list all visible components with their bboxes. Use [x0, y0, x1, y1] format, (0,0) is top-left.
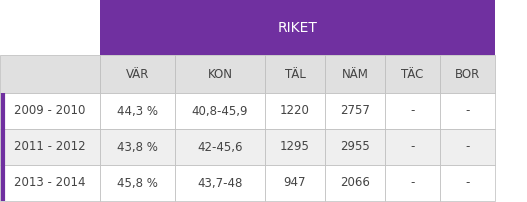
Text: TÄC: TÄC — [402, 67, 424, 81]
Text: RIKET: RIKET — [278, 20, 317, 35]
Bar — [0, 93, 100, 129]
Text: 42-45,6: 42-45,6 — [197, 141, 243, 154]
Text: 2009 - 2010: 2009 - 2010 — [14, 104, 86, 118]
Text: 947: 947 — [284, 177, 306, 189]
Text: -: - — [411, 177, 415, 189]
Bar — [325, 93, 385, 129]
Bar — [265, 129, 325, 165]
Text: 2955: 2955 — [340, 141, 370, 154]
Bar — [385, 55, 440, 93]
Text: -: - — [411, 104, 415, 118]
Text: 2757: 2757 — [340, 104, 370, 118]
Bar — [385, 129, 440, 165]
Bar — [440, 93, 495, 129]
Text: -: - — [465, 104, 470, 118]
Text: 2013 - 2014: 2013 - 2014 — [14, 177, 86, 189]
Text: NÄM: NÄM — [341, 67, 368, 81]
Text: KON: KON — [208, 67, 232, 81]
Bar — [440, 55, 495, 93]
Bar — [325, 129, 385, 165]
Text: -: - — [411, 141, 415, 154]
Bar — [325, 55, 385, 93]
Text: 44,3 %: 44,3 % — [117, 104, 158, 118]
Text: VÄR: VÄR — [126, 67, 149, 81]
Bar — [0, 55, 100, 93]
Text: BOR: BOR — [455, 67, 480, 81]
Bar — [440, 129, 495, 165]
Bar — [0, 129, 100, 165]
Bar — [100, 0, 495, 55]
Text: 2066: 2066 — [340, 177, 370, 189]
Bar — [265, 93, 325, 129]
Bar — [385, 165, 440, 201]
Bar — [100, 165, 175, 201]
Text: 40,8-45,9: 40,8-45,9 — [192, 104, 248, 118]
Bar — [100, 129, 175, 165]
Bar — [175, 129, 265, 165]
Text: 43,8 %: 43,8 % — [117, 141, 158, 154]
Bar — [265, 165, 325, 201]
Bar — [175, 55, 265, 93]
Text: 43,7-48: 43,7-48 — [197, 177, 243, 189]
Text: 1295: 1295 — [280, 141, 310, 154]
Bar — [0, 0, 100, 55]
Bar — [0, 165, 100, 201]
Text: 2011 - 2012: 2011 - 2012 — [14, 141, 86, 154]
Bar — [325, 165, 385, 201]
Text: -: - — [465, 177, 470, 189]
Bar — [175, 93, 265, 129]
Text: 45,8 %: 45,8 % — [117, 177, 158, 189]
Bar — [440, 165, 495, 201]
Text: -: - — [465, 141, 470, 154]
Text: TÄL: TÄL — [285, 67, 306, 81]
Bar — [385, 93, 440, 129]
Bar — [100, 93, 175, 129]
Bar — [100, 55, 175, 93]
Bar — [175, 165, 265, 201]
Bar — [265, 55, 325, 93]
Text: 1220: 1220 — [280, 104, 310, 118]
